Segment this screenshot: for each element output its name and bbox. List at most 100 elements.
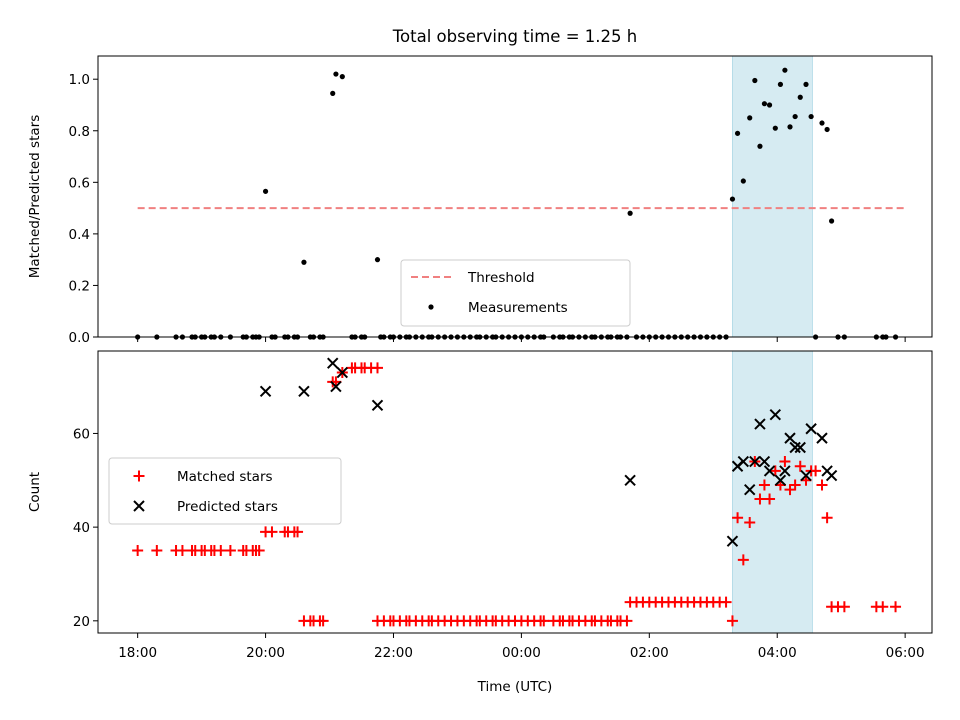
matched-star-point [890,601,902,613]
predicted-star-point [754,418,766,430]
ratio-y-tick-label: 1.0 [69,72,90,88]
measurement-point [301,259,307,265]
legend-measurement-swatch [428,304,434,310]
matched-star-point [877,601,889,613]
count-legend-frame [108,457,342,525]
count-axes-frame [97,350,933,634]
legend-matched-swatch [133,470,145,482]
predicted-star-point [259,385,272,397]
matched-star-point [371,362,383,374]
measurement-point [797,94,803,100]
ratio-y-tick-label: 0.0 [69,330,90,346]
ratio-y-tick-label: 0.6 [69,175,90,191]
predicted-star-point [789,441,801,454]
ratio-axes-frame [97,55,933,338]
chart-title: Total observing time = 1.25 h [392,27,637,46]
predicted-star-point [298,385,310,397]
measurement-point [824,126,830,133]
matched-star-point [838,601,850,613]
legend-predicted-swatch [133,500,145,512]
count-y-tick-label: 20 [73,614,90,630]
count-x-tick-label: 00:00 [502,645,541,661]
observing-window-highlight [732,55,813,338]
count-x-tick-label: 20:00 [246,645,285,661]
measurement-point [777,81,784,87]
measurement-point [339,74,345,80]
measurement-point [333,71,339,77]
count-x-tick-label: 02:00 [630,645,669,661]
x-axis-label: Time (UTC) [477,679,553,695]
measurement-point [747,115,753,121]
measurement-point [766,102,773,108]
observing-window-highlight [732,350,813,634]
predicted-star-point [737,455,750,468]
measurement-point [740,178,746,184]
matched-star-point [754,493,766,505]
matched-star-point [764,493,776,505]
predicted-star-point [758,455,771,468]
predicted-star-point [763,465,776,477]
matched-star-point [176,545,188,557]
predicted-star-point [816,432,828,444]
matched-star-point [779,456,791,468]
matched-star-point [224,545,236,557]
legend-measurement-label: Measurements [468,300,568,316]
ratio-y-tick-label: 0.8 [69,124,90,140]
count-legend: Matched stars Predicted stars [108,457,342,525]
ratio-legend-frame [400,259,631,327]
count-x-tick-label: 22:00 [374,645,413,661]
predicted-star-point [371,399,384,412]
count-y-tick-label: 60 [73,426,90,442]
measurement-point [792,113,798,120]
matched-star-point [266,526,278,538]
measurement-point [374,257,381,263]
matched-star-point [317,615,329,627]
count-y-tick-label: 40 [73,520,90,536]
count-x-tick-label: 06:00 [886,645,925,661]
matched-star-point [215,545,227,557]
predicted-star-point [749,455,761,468]
count-x-tick-label: 18:00 [118,645,157,661]
measurement-point [772,125,778,131]
measurement-point [757,143,763,149]
matched-star-point [794,460,806,472]
matched-star-point [821,512,833,524]
measurement-point [627,210,633,216]
count-panel: 18:00 20:00 22:00 00:00 02:00 04:00 06:00 20 40 6… [27,350,933,661]
matched-star-point [151,545,163,557]
predicted-star-point [800,469,812,482]
ratio-y-tick-label: 0.2 [69,278,90,294]
ratio-panel: 0.0 0.2 0.4 0.6 0.8 1.0 Matched/Predicted star… [27,55,933,346]
legend-predicted-label: Predicted stars [177,499,278,515]
matched-star-point [769,465,781,477]
matched-star-point [292,526,304,538]
count-x-tick-label: 04:00 [758,645,797,661]
matched-star-point [737,554,749,566]
predicted-star-point [327,357,339,369]
measurement-point [729,196,736,202]
legend-matched-label: Matched stars [177,469,273,485]
matched-star-point [538,615,550,627]
matched-star-point [810,465,822,477]
legend-threshold-label: Threshold [467,270,535,286]
predicted-star-point [825,469,838,482]
measurement-point [828,218,835,224]
matched-star-point [789,479,801,491]
predicted-star-point [805,423,817,435]
predicted-star-point [769,409,782,421]
predicted-star-point [774,474,787,486]
matched-star-point [720,596,732,608]
measurement-point [787,124,793,130]
ratio-y-tick-label: 0.4 [69,227,90,243]
measurement-point [761,101,768,107]
count-y-axis-label: Count [27,472,43,512]
measurement-point [819,120,825,126]
matched-star-point [784,484,796,496]
matched-star-point [816,479,828,491]
measurement-point [752,77,758,84]
predicted-star-point [330,380,342,393]
matched-star-point [132,545,144,557]
matched-star-point [744,516,756,528]
ratio-y-axis-label: Matched/Predicted stars [27,115,43,278]
